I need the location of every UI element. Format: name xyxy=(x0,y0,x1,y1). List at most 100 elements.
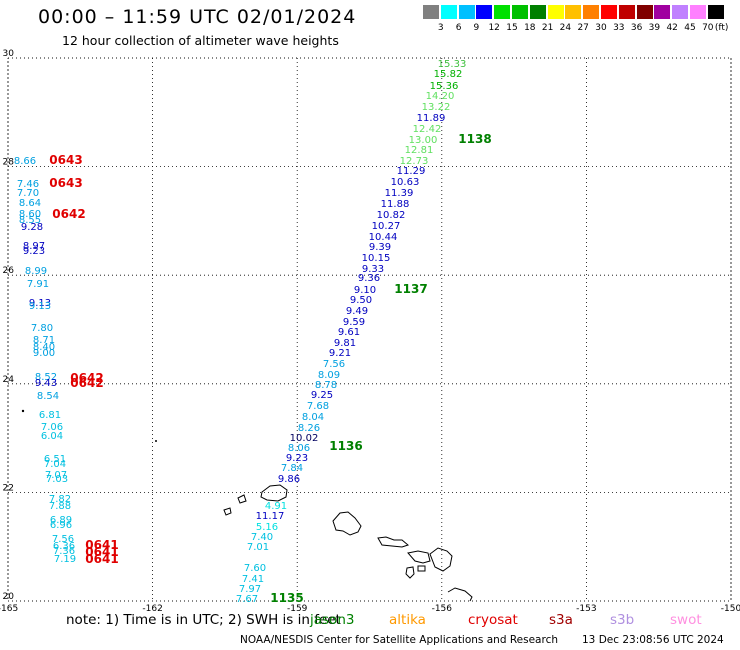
scale-tick-label: 15 xyxy=(506,23,518,33)
pass-number-label: 0642 xyxy=(70,376,103,390)
wave-height-value: 7.97 xyxy=(239,584,261,595)
wave-height-value: 7.19 xyxy=(54,554,76,565)
island-coastline xyxy=(377,536,410,548)
wave-height-value: 15.82 xyxy=(434,69,463,80)
island-coastline xyxy=(447,587,473,602)
pass-number-label: 0643 xyxy=(49,176,82,190)
wave-height-value: 9.86 xyxy=(278,474,300,485)
scale-tick-label: 21 xyxy=(541,23,554,33)
mission-s3a: s3a xyxy=(549,612,573,628)
wave-height-value: 11.39 xyxy=(385,188,414,199)
scale-swatch xyxy=(565,5,582,19)
wave-height-value: 9.00 xyxy=(33,348,55,359)
island-coastline xyxy=(237,494,247,504)
island-coastline xyxy=(332,511,362,536)
pass-number-label: 0641 xyxy=(85,552,118,566)
wave-height-value: 6.81 xyxy=(39,410,61,421)
scale-tick-label: 6 xyxy=(455,23,462,33)
wave-height-value: 7.46 xyxy=(17,179,39,190)
mission-cryosat: cryosat xyxy=(468,612,518,628)
wave-height-value: 9.33 xyxy=(362,264,384,275)
timestamp-text: 13 Dec 23:08:56 UTC 2024 xyxy=(582,634,724,646)
lon-tick-label: -153 xyxy=(576,604,596,614)
lon-tick-label: -156 xyxy=(432,604,453,614)
map-subtitle: 12 hour collection of altimeter wave hei… xyxy=(62,33,339,48)
island-coastline xyxy=(417,565,426,572)
map-border xyxy=(7,57,732,602)
pass-number-label: 0642 xyxy=(70,371,103,385)
scale-tick-label: 3 xyxy=(437,23,444,33)
wave-height-value: 10.44 xyxy=(369,232,398,243)
pass-number-label: 0641 xyxy=(85,545,118,559)
scale-swatch xyxy=(636,5,653,19)
wave-height-value: 7.88 xyxy=(49,501,71,512)
pass-number-label: 0643 xyxy=(49,153,82,167)
scale-tick-label: 12 xyxy=(488,23,500,33)
wave-height-value: 10.27 xyxy=(372,221,401,232)
wave-height-value: 9.21 xyxy=(329,348,351,359)
wave-height-value: 7.91 xyxy=(27,279,49,290)
scale-tick-label: 70 xyxy=(702,23,714,33)
lat-tick-label: 20 xyxy=(3,592,15,602)
island-coastline xyxy=(429,547,453,572)
wave-height-value: 8.04 xyxy=(302,412,324,423)
wave-height-value: 7.60 xyxy=(244,563,266,574)
wave-height-value: 12.42 xyxy=(413,124,442,135)
wave-height-value: 7.68 xyxy=(307,401,329,412)
wave-height-value: 13.00 xyxy=(409,135,438,146)
wave-height-value: 7.84 xyxy=(281,463,303,474)
lon-tick-label: -162 xyxy=(142,604,162,614)
wave-height-value: 8.60 xyxy=(19,209,41,220)
wave-height-value: 9.25 xyxy=(311,390,333,401)
island-coastline xyxy=(407,550,431,564)
wave-height-value: 7.67 xyxy=(236,594,258,605)
scale-swatch xyxy=(707,5,724,19)
wave-height-value: 8.66 xyxy=(14,156,36,167)
wave-height-value: 6.51 xyxy=(44,454,66,465)
wave-height-value: 13.22 xyxy=(422,102,451,113)
wave-height-value: 8.54 xyxy=(37,391,59,402)
wave-height-value: 8.55 xyxy=(19,215,41,226)
wave-height-value: 9.23 xyxy=(286,453,308,464)
wave-height-value: 7.06 xyxy=(41,422,63,433)
credit-text: NOAA/NESDIS Center for Satellite Applica… xyxy=(240,634,558,646)
wave-height-value: 7.40 xyxy=(251,532,273,543)
lat-tick-label: 30 xyxy=(3,49,15,59)
scale-swatch xyxy=(690,5,706,19)
pass-number-label: 0642 xyxy=(52,207,85,221)
lon-tick-label: -150 xyxy=(721,604,740,614)
island-coastline xyxy=(405,566,415,579)
wave-height-value: 9.39 xyxy=(369,242,391,253)
scale-swatch xyxy=(476,5,493,19)
scale-tick-label: 9 xyxy=(473,23,480,33)
scale-swatch xyxy=(423,5,439,19)
wave-height-value: 7.80 xyxy=(31,323,53,334)
wave-height-value: 9.81 xyxy=(334,338,356,349)
pass-number-label: 1135 xyxy=(270,591,303,605)
stray-point xyxy=(21,409,25,413)
wave-height-value: 7.01 xyxy=(247,542,269,553)
scale-tick-label: 30 xyxy=(595,23,607,33)
lat-tick-label: 26 xyxy=(3,266,15,276)
wave-height-value: 9.50 xyxy=(350,295,372,306)
lat-tick-label: 22 xyxy=(3,483,14,493)
scale-tick-label: 27 xyxy=(577,23,589,33)
map-frame xyxy=(7,57,732,602)
wave-height-value: 7.82 xyxy=(49,494,71,505)
wave-height-value: 6.96 xyxy=(50,520,72,531)
island-coastline xyxy=(223,507,232,516)
wave-height-value: 9.49 xyxy=(346,306,368,317)
wave-height-value: 9.36 xyxy=(358,273,380,284)
scale-swatch xyxy=(672,5,689,19)
mission-s3b: s3b xyxy=(610,612,635,628)
mission-altika: altika xyxy=(389,612,426,628)
wave-height-value: 15.33 xyxy=(438,59,467,70)
scale-tick-label: 45 xyxy=(684,23,696,33)
wave-height-value: 8.99 xyxy=(25,266,47,277)
scale-swatch xyxy=(529,5,546,19)
scale-swatch xyxy=(583,5,600,19)
wave-height-value: 9.23 xyxy=(23,246,45,257)
wave-height-value: 8.97 xyxy=(23,241,45,252)
hawaii-coastline xyxy=(223,484,473,602)
